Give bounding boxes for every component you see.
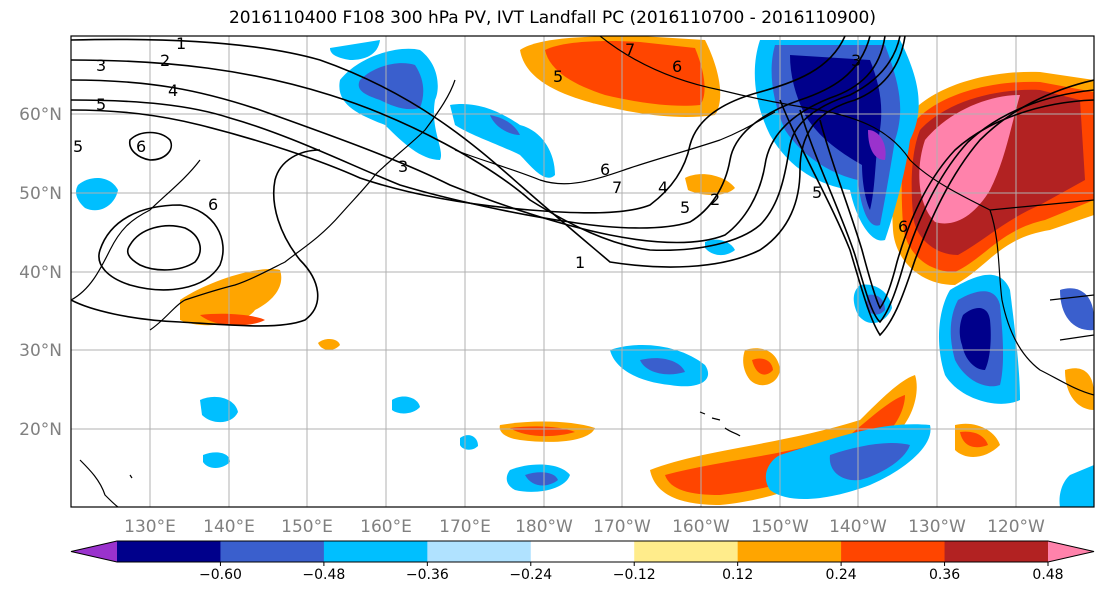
lat-label: 50°N bbox=[19, 184, 62, 204]
contour-closed-low-inner bbox=[126, 224, 201, 271]
positive-anomaly-japan bbox=[180, 269, 282, 326]
colorbar-swatch bbox=[841, 541, 946, 562]
coastline-alaska bbox=[599, 36, 1094, 211]
colorbar-tick-label: 0.24 bbox=[826, 567, 857, 583]
colorbar-extend-max bbox=[1048, 541, 1094, 562]
colorbar-tick-label: −0.12 bbox=[613, 567, 656, 583]
contour-3 bbox=[71, 36, 886, 244]
colorbar-tick-label: 0.48 bbox=[1032, 567, 1063, 583]
lon-label: 120°W bbox=[987, 517, 1045, 537]
colorbar-tick-label: −0.60 bbox=[199, 567, 242, 583]
colorbar-swatch bbox=[427, 541, 532, 562]
pv-contours bbox=[71, 36, 1094, 337]
colorbar-tick-label: 0.36 bbox=[929, 567, 960, 583]
contour-label: 5 bbox=[680, 198, 690, 217]
colorbar: −0.60 −0.48 −0.36 −0.24 −0.12 0.12 0.24 0.36 0.4… bbox=[70, 540, 1095, 583]
colorbar-swatch bbox=[323, 541, 428, 562]
contour-small-low bbox=[128, 131, 172, 161]
colorbar-extend-min bbox=[71, 541, 117, 562]
coastline-kurils-kamchatka bbox=[374, 79, 456, 176]
contour-label: 3 bbox=[851, 51, 861, 70]
contour-label: 3 bbox=[96, 56, 106, 75]
contour-label: 2 bbox=[710, 190, 720, 209]
coastlines bbox=[71, 36, 1094, 507]
lon-label: 140°E bbox=[203, 517, 255, 537]
contour-label: 6 bbox=[898, 217, 908, 236]
lon-label: 160°W bbox=[672, 517, 730, 537]
contour-label: 5 bbox=[812, 183, 822, 202]
contour-trough-inner-2 bbox=[819, 99, 1094, 310]
colorbar-swatch bbox=[944, 541, 1049, 562]
contour-label: 6 bbox=[672, 57, 682, 76]
contour-label: 7 bbox=[625, 40, 635, 59]
contour-label: 6 bbox=[136, 137, 146, 156]
contour-label: 3 bbox=[398, 157, 408, 176]
contour-label: 5 bbox=[73, 137, 83, 156]
contour-trough bbox=[779, 79, 1094, 337]
coastline-hawaii bbox=[699, 411, 741, 437]
contour-label: 2 bbox=[160, 51, 170, 70]
gridlines bbox=[71, 36, 1094, 507]
coastline-aleutians bbox=[454, 111, 776, 185]
contour-1 bbox=[71, 36, 906, 268]
colorbar-tick-label: 0.12 bbox=[722, 567, 753, 583]
lon-label: 130°E bbox=[124, 517, 176, 537]
colorbar-tick-label: −0.24 bbox=[509, 567, 552, 583]
contour-label: 4 bbox=[658, 178, 668, 197]
contour-label: 6 bbox=[600, 160, 610, 179]
colorbar-tick-label: −0.36 bbox=[406, 567, 449, 583]
contour-west-ridge bbox=[71, 149, 321, 327]
lat-label: 40°N bbox=[19, 263, 62, 283]
coastline-philippines bbox=[79, 459, 119, 507]
longitude-labels: 130°E 140°E 150°E 160°E 170°E 180°W 170°… bbox=[124, 517, 1045, 537]
lat-label: 60°N bbox=[19, 105, 62, 125]
colorbar-swatch bbox=[117, 541, 221, 562]
lon-label: 130°W bbox=[908, 517, 966, 537]
colorbar-swatch bbox=[634, 541, 739, 562]
contour-label: 5 bbox=[96, 95, 106, 114]
lon-label: 170°E bbox=[439, 517, 491, 537]
lon-label: 170°W bbox=[593, 517, 651, 537]
contour-label: 7 bbox=[612, 178, 622, 197]
contour-label: 6 bbox=[208, 195, 218, 214]
colorbar-tick-label: −0.48 bbox=[302, 567, 345, 583]
colorbar-outline bbox=[70, 540, 1095, 563]
map-title: 2016110400 F108 300 hPa PV, IVT Landfall… bbox=[228, 8, 876, 28]
contour-label: 4 bbox=[168, 81, 178, 100]
contour-labels: 1 2 3 4 5 6 3 6 1 6 7 4 5 2 7 6 5 3 5 6 … bbox=[73, 34, 908, 272]
contour-closed-low bbox=[98, 204, 224, 291]
coastline-mexico bbox=[1049, 294, 1094, 341]
colorbar-swatch bbox=[220, 541, 325, 562]
lon-label: 140°W bbox=[829, 517, 887, 537]
contour-4 bbox=[71, 36, 871, 229]
lon-label: 150°E bbox=[281, 517, 333, 537]
coastline-west-us bbox=[989, 209, 1094, 396]
contour-label: 1 bbox=[575, 253, 585, 272]
lon-label: 160°E bbox=[360, 517, 412, 537]
shaded-fields bbox=[76, 36, 1094, 507]
lat-label: 20°N bbox=[19, 420, 62, 440]
coastline-taiwan bbox=[129, 474, 133, 479]
colorbar-swatch bbox=[737, 541, 842, 562]
contour-label: 5 bbox=[553, 67, 563, 86]
contour-label: 1 bbox=[176, 34, 186, 53]
contour-5 bbox=[71, 36, 846, 214]
contour-2 bbox=[71, 36, 901, 252]
latitude-labels: 60°N 50°N 40°N 30°N 20°N bbox=[19, 105, 62, 440]
lon-label: 150°W bbox=[751, 517, 809, 537]
map-frame bbox=[70, 35, 1095, 508]
colorbar-swatch bbox=[530, 541, 635, 562]
coastline-asia bbox=[71, 159, 376, 331]
lon-label: 180°W bbox=[515, 517, 573, 537]
lat-label: 30°N bbox=[19, 341, 62, 361]
